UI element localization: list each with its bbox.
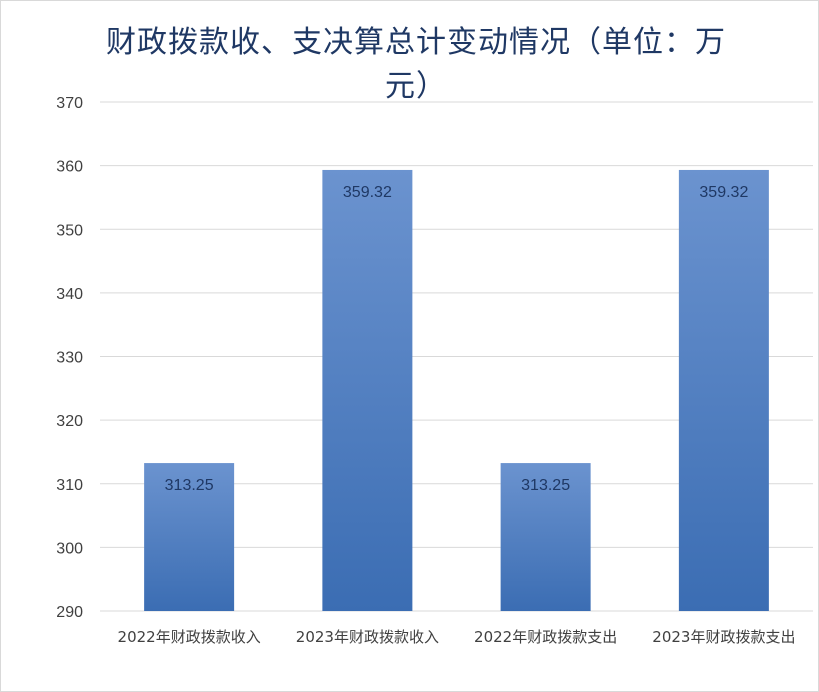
- y-tick-label: 290: [56, 604, 83, 621]
- data-label: 313.25: [165, 477, 214, 494]
- chart-title: 财政拨款收、支决算总计变动情况（单位：万元）: [106, 25, 726, 104]
- bars: [144, 169, 769, 611]
- x-category-label: 2023年财政拨款收入: [296, 628, 439, 646]
- y-tick-label: 300: [56, 540, 83, 557]
- y-tick-label: 370: [56, 95, 83, 112]
- y-tick-label: 360: [56, 159, 83, 176]
- data-labels: 313.25 359.32 313.25 359.32: [165, 184, 749, 494]
- y-tick-label: 320: [56, 413, 83, 430]
- data-label: 359.32: [343, 184, 392, 201]
- y-axis-ticks: 290 300 310 320 330 340 350 360 370: [56, 95, 83, 621]
- data-label: 313.25: [521, 477, 570, 494]
- bar: [500, 463, 591, 611]
- data-label: 359.32: [699, 184, 748, 201]
- x-category-label: 2022年财政拨款收入: [118, 628, 261, 646]
- bar: [678, 169, 769, 611]
- bar: [322, 169, 413, 611]
- y-tick-label: 350: [56, 222, 83, 239]
- x-axis-categories: 2022年财政拨款收入 2023年财政拨款收入 2022年财政拨款支出 2023年财政…: [118, 628, 796, 646]
- x-category-label: 2022年财政拨款支出: [474, 628, 617, 646]
- y-tick-label: 340: [56, 286, 83, 303]
- y-tick-label: 310: [56, 477, 83, 494]
- y-tick-label: 330: [56, 350, 83, 367]
- x-category-label: 2023年财政拨款支出: [652, 628, 795, 646]
- bar: [144, 463, 235, 611]
